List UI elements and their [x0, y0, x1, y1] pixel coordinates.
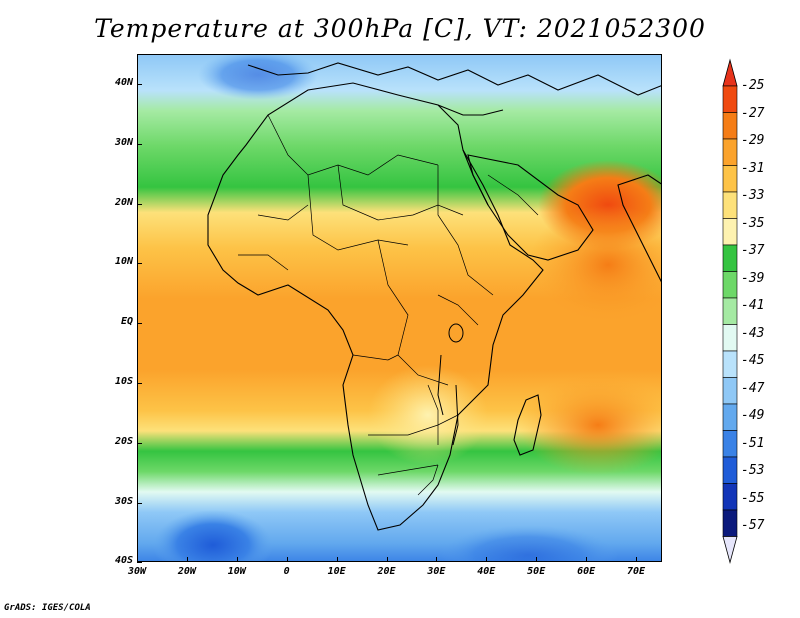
- lat-tick-label: 30N: [114, 136, 133, 148]
- lon-tick-label: 30W: [127, 566, 147, 577]
- lat-tick-label: 20N: [114, 196, 133, 208]
- lon-tick-label: 50E: [527, 566, 546, 577]
- lat-tick-mark: [137, 442, 142, 444]
- lat-tick-label: EQ: [120, 316, 133, 328]
- colorbar-swatch: [722, 191, 738, 219]
- colorbar-label: -45: [741, 353, 765, 368]
- country-borders: [238, 114, 539, 496]
- lat-tick-mark: [137, 562, 142, 563]
- lat-tick-mark: [137, 263, 142, 265]
- lat-tick-label: 40S: [114, 555, 133, 566]
- lon-tick-mark: [486, 557, 488, 562]
- colorbar-label: -51: [741, 435, 765, 451]
- colorbar-swatch: [722, 85, 738, 113]
- lat-tick-mark: [137, 383, 142, 384]
- lon-tick-label: 40E: [477, 566, 496, 577]
- lon-tick-mark: [436, 557, 438, 562]
- lon-tick-mark: [586, 557, 588, 562]
- colorbar-label: -25: [741, 78, 765, 93]
- colorbar-swatch: [722, 456, 738, 484]
- lat-tick-label: 40N: [114, 77, 133, 88]
- colorbar-swatch: [722, 112, 738, 140]
- lon-tick-label: 20W: [177, 566, 196, 577]
- colorbar-swatch: [722, 297, 738, 325]
- lat-tick-mark: [137, 84, 142, 85]
- colorbar-label: -35: [741, 215, 765, 231]
- lon-tick-label: 10E: [327, 566, 346, 577]
- lon-tick-mark: [336, 557, 338, 562]
- temperature-field: [138, 55, 661, 561]
- colorbar: [722, 58, 738, 565]
- lon-tick-label: 30E: [427, 566, 446, 577]
- colorbar-swatch: [722, 271, 738, 299]
- lat-tick-mark: [137, 502, 142, 504]
- colorbar-label: -47: [741, 380, 765, 396]
- colorbar-label: -41: [741, 298, 765, 313]
- lat-tick-mark: [137, 323, 142, 325]
- lat-tick-label: 20S: [114, 435, 133, 447]
- lon-tick-mark: [636, 557, 637, 562]
- lon-tick-mark: [236, 557, 238, 562]
- temperature-map: [137, 54, 662, 562]
- colorbar-label: -49: [741, 408, 765, 423]
- colorbar-swatch: [722, 377, 738, 405]
- colorbar-label: -39: [741, 270, 765, 286]
- lat-tick-label: 30S: [114, 495, 133, 507]
- colorbar-label: -33: [741, 188, 765, 203]
- colorbar-swatch: [722, 350, 738, 378]
- lat-tick-mark: [137, 143, 142, 145]
- colorbar-swatch: [722, 138, 738, 166]
- colorbar-label: -31: [741, 160, 765, 176]
- lat-tick-label: 10N: [114, 256, 133, 268]
- lon-tick-mark: [286, 557, 288, 562]
- lon-tick-mark: [386, 557, 388, 562]
- lon-tick-mark: [186, 557, 188, 562]
- colorbar-swatch: [722, 165, 738, 193]
- colorbar-label: -29: [741, 133, 765, 148]
- credit-text: GrADS: IGES/COLA: [4, 603, 91, 613]
- colorbar-swatch: [722, 483, 738, 511]
- colorbar-swatch: [722, 244, 738, 272]
- lon-tick-mark: [536, 557, 538, 562]
- lakes: [437, 323, 464, 446]
- lon-tick-label: 10W: [227, 566, 246, 577]
- colorbar-bottom-arrow: [722, 536, 738, 565]
- colorbar-label: -53: [741, 463, 765, 478]
- colorbar-swatch: [722, 509, 738, 537]
- colorbar-swatch: [722, 218, 738, 246]
- lat-tick-mark: [137, 203, 142, 205]
- lon-tick-mark: [137, 557, 138, 562]
- colorbar-label: -27: [741, 105, 765, 121]
- colorbar-swatch: [722, 324, 738, 352]
- lon-tick-label: 70E: [626, 566, 646, 577]
- colorbar-label: -57: [741, 518, 765, 533]
- lon-tick-label: 60E: [577, 566, 596, 577]
- colorbar-top-arrow: [722, 58, 738, 87]
- coastlines: [207, 62, 661, 531]
- colorbar-label: -55: [741, 490, 765, 506]
- lon-tick-label: 0: [283, 566, 290, 577]
- colorbar-swatch: [722, 403, 738, 431]
- colorbar-label: -43: [741, 325, 765, 341]
- map-title: Temperature at 300hPa [C], VT: 202105230…: [94, 14, 706, 43]
- colorbar-label: -37: [741, 243, 765, 258]
- lon-tick-label: 20E: [377, 566, 396, 577]
- lat-tick-label: 10S: [114, 376, 133, 387]
- colorbar-swatch: [722, 430, 738, 458]
